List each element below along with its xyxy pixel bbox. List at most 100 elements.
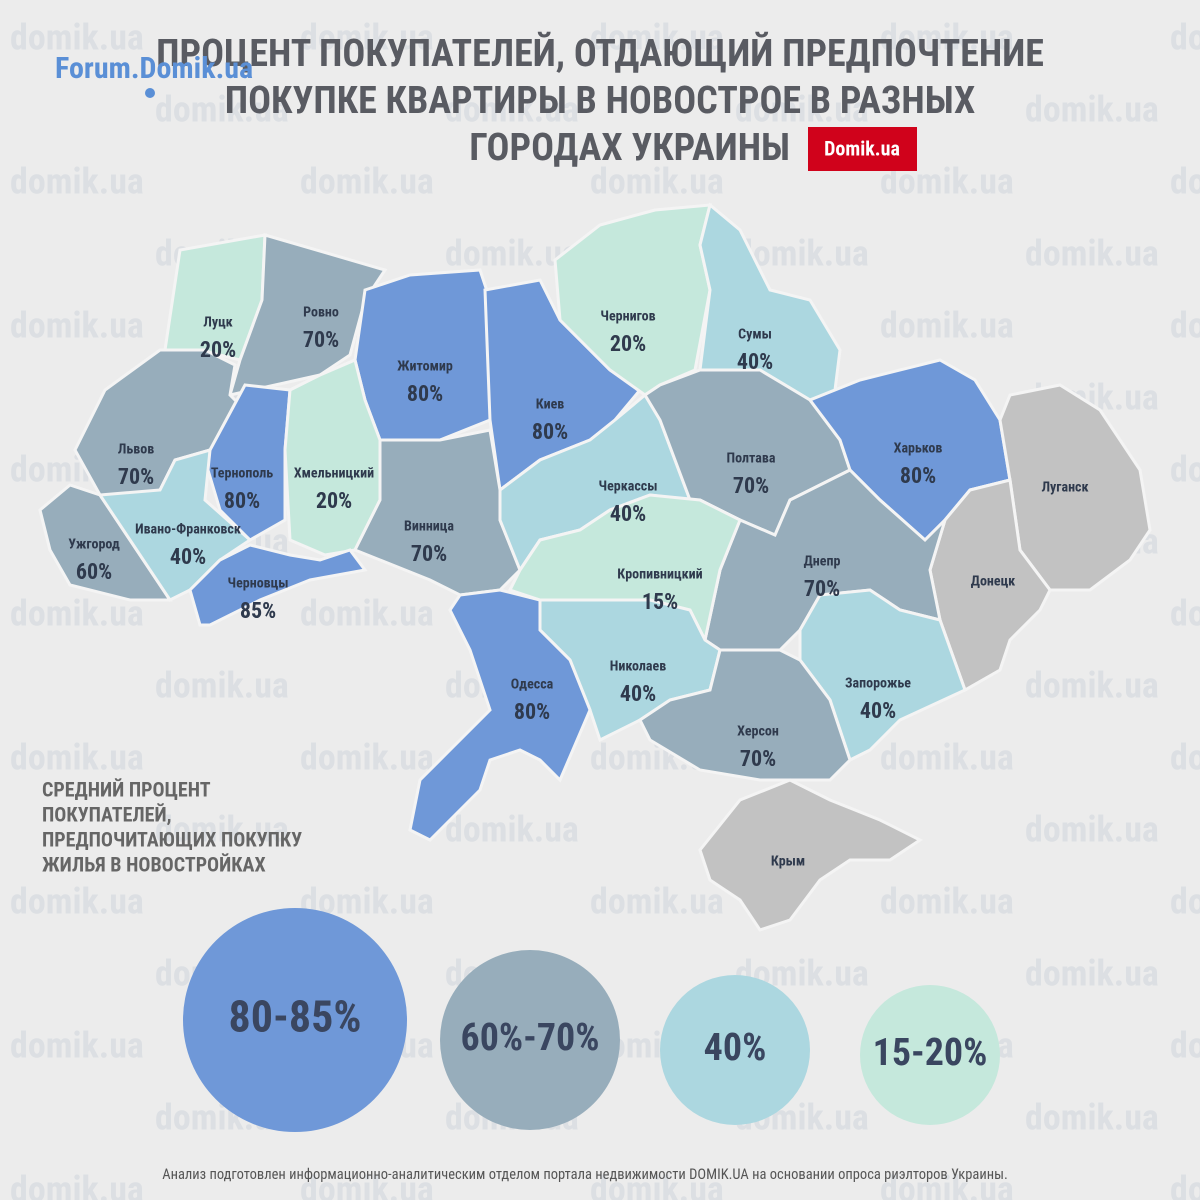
watermark: domik.ua	[735, 89, 869, 131]
watermark: domik.ua	[1025, 233, 1159, 275]
watermark: domik.ua	[300, 593, 434, 635]
logo-box	[808, 127, 917, 171]
watermark: domik.ua	[880, 305, 1014, 347]
region-value: 80%	[532, 420, 568, 445]
watermark: domik.ua	[10, 881, 144, 923]
watermark: domik.ua	[590, 881, 724, 923]
region-name: Черкассы	[599, 479, 658, 495]
region-name: Житомир	[397, 359, 453, 375]
region-value: 80%	[407, 382, 443, 407]
watermark: domik.ua	[1170, 593, 1200, 635]
watermark: domik.ua	[1170, 881, 1200, 923]
region-value: 20%	[316, 489, 352, 514]
watermark: domik.ua	[10, 305, 144, 347]
watermark: domik.ua	[1170, 17, 1200, 59]
region-name: Николаев	[610, 659, 666, 675]
region-value: 70%	[733, 474, 769, 499]
region-name: Харьков	[894, 441, 943, 457]
region-name: Ужгород	[68, 537, 120, 553]
region-name: Киев	[536, 397, 565, 413]
region-name: Донецк	[971, 574, 1015, 590]
watermark: domik.ua	[1025, 89, 1159, 131]
region-value: 85%	[240, 599, 276, 624]
watermark: domik.ua	[1170, 161, 1200, 203]
region-name: Днепр	[804, 554, 841, 570]
region	[638, 648, 852, 782]
region-name: Чернигов	[600, 309, 655, 325]
watermark: domik.ua	[10, 1025, 144, 1067]
legend-label: 40%	[704, 1026, 767, 1070]
region-value: 80%	[514, 700, 550, 725]
watermark: domik.ua	[1170, 1169, 1200, 1200]
region-value: 40%	[610, 502, 646, 527]
region-value: 40%	[737, 350, 773, 375]
region-name: Ровно	[303, 305, 339, 321]
watermark: domik.ua	[1170, 305, 1200, 347]
region-name: Полтава	[727, 451, 776, 467]
region	[97, 447, 253, 602]
legend-label: 15-20%	[873, 1031, 988, 1075]
region-value: 40%	[860, 699, 896, 724]
watermark: domik.ua	[10, 17, 144, 59]
watermark: domik.ua	[1170, 737, 1200, 779]
watermark: domik.ua	[1170, 449, 1200, 491]
region-name: Хмельницкий	[294, 466, 374, 482]
legend-label: 80-85%	[229, 991, 362, 1043]
legend-circle	[440, 950, 620, 1130]
legend-circle	[183, 908, 407, 1132]
watermark: domik.ua	[590, 1169, 724, 1200]
logo-dot	[145, 88, 155, 98]
region	[553, 203, 712, 397]
title-line: ПОКУПКЕ КВАРТИРЫ В НОВОСТРОЕ В РАЗНЫХ	[225, 79, 976, 123]
title-line: ПРОЦЕНТ ПОКУПАТЕЛЕЙ, ОТДАЮЩИЙ ПРЕДПОЧТЕН…	[156, 31, 1044, 76]
region-name: Херсон	[737, 724, 779, 740]
region-name: Ивано-Франковск	[135, 522, 241, 538]
watermark: domik.ua	[880, 1169, 1014, 1200]
forum-logo: Forum.Domik.ua	[55, 51, 253, 86]
region	[408, 588, 592, 842]
region	[698, 778, 923, 932]
logo: Domik.ua	[824, 136, 900, 160]
legend-title: СРЕДНИЙ ПРОЦЕНТ	[42, 777, 211, 801]
watermark: domik.ua	[300, 737, 434, 779]
region-name: Черновцы	[228, 576, 289, 592]
region-name: Запорожье	[845, 676, 911, 692]
region-value: 70%	[740, 747, 776, 772]
watermark: domik.ua	[155, 665, 289, 707]
region-name: Крым	[771, 854, 805, 870]
legend-circle	[860, 985, 1000, 1125]
watermark: domik.ua	[300, 161, 434, 203]
legend-title: ЖИЛЬЯ В НОВОСТРОЙКАХ	[42, 852, 266, 876]
region-name: Винница	[404, 519, 454, 535]
watermark: domik.ua	[445, 809, 579, 851]
region-value: 80%	[900, 464, 936, 489]
region-value: 40%	[170, 545, 206, 570]
region-name: Тернополь	[211, 466, 273, 482]
region-name: Одесса	[511, 677, 554, 693]
watermark: domik.ua	[300, 1169, 434, 1200]
legend-label: 60%-70%	[460, 1016, 599, 1060]
watermark: domik.ua	[10, 1169, 144, 1200]
region-name: Львов	[118, 442, 154, 458]
watermark: domik.ua	[10, 161, 144, 203]
watermark: domik.ua	[10, 737, 144, 779]
region-value: 80%	[224, 489, 260, 514]
region	[188, 543, 368, 627]
region-name: Сумы	[738, 327, 772, 343]
region-name: Луцк	[203, 315, 232, 331]
region-value: 20%	[200, 338, 236, 363]
legend-circle	[660, 975, 810, 1125]
region-value: 20%	[610, 332, 646, 357]
watermark: domik.ua	[155, 89, 289, 131]
watermark: domik.ua	[445, 89, 579, 131]
region-name: Луганск	[1041, 480, 1088, 496]
watermark: domik.ua	[10, 593, 144, 635]
watermark: domik.ua	[880, 737, 1014, 779]
legend-title: ПРЕДПОЧИТАЮЩИХ ПОКУПКУ	[42, 827, 302, 851]
watermark: domik.ua	[1170, 1025, 1200, 1067]
region-value: 70%	[411, 542, 447, 567]
region-value: 70%	[804, 577, 840, 602]
watermark: domik.ua	[590, 161, 724, 203]
title-line: ГОРОДАХ УКРАИНЫ	[469, 126, 790, 170]
